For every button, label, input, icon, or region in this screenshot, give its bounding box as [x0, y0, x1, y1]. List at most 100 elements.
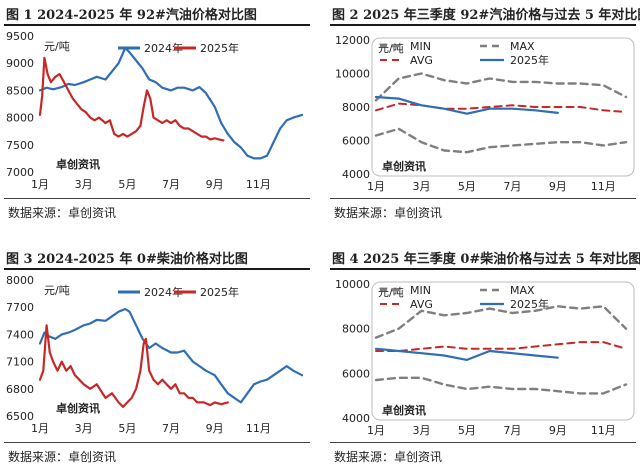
- y-tick-label: 7000: [6, 166, 34, 179]
- legend-label: AVG: [410, 54, 433, 67]
- y-tick-label: 10000: [335, 278, 370, 291]
- y-tick-label: 12000: [335, 34, 370, 47]
- x-tick-label: 5月: [458, 180, 476, 193]
- x-tick-label: 5月: [458, 424, 476, 437]
- x-tick-label: 1月: [31, 422, 49, 435]
- x-tick-label: 9月: [206, 422, 224, 435]
- chart-title: 图 3 2024-2025 年 0#柴油价格对比图: [6, 252, 248, 267]
- chart-panel-2: 图 2 2025 年三季度 92#汽油价格与过去 5 年对比图 4000 6000…: [326, 0, 640, 228]
- source-note: 数据来源：卓创资讯: [8, 206, 117, 220]
- series-line-3: [374, 95, 559, 115]
- y-tick-label: 8000: [342, 323, 370, 336]
- x-tick-label: 7月: [503, 180, 521, 193]
- y-tick-label: 9000: [6, 57, 34, 70]
- series-line-1: [374, 72, 628, 102]
- y-tick-label: 4000: [342, 412, 370, 425]
- x-tick-label: 11月: [246, 422, 271, 435]
- legend-label: MAX: [510, 284, 535, 297]
- watermark: 卓创资讯: [382, 159, 426, 173]
- title-rule: [4, 268, 310, 270]
- x-tick-label: 5月: [118, 178, 136, 191]
- title-rule: [330, 24, 636, 26]
- series-line-3: [374, 347, 559, 361]
- y-tick-label: 6800: [6, 383, 34, 396]
- legend-label: 2024年: [144, 285, 183, 299]
- source-rule: [4, 198, 310, 199]
- y-tick-label: 7400: [6, 328, 34, 341]
- y-tick-label: 7100: [6, 356, 34, 369]
- series-line-1: [374, 305, 628, 339]
- unit-label: 元/吨: [378, 286, 404, 299]
- chart-title: 图 4 2025 年三季度 0#柴油价格与过去 5 年对比图: [332, 252, 640, 267]
- x-tick-label: 7月: [503, 424, 521, 437]
- series-line-2: [375, 341, 627, 352]
- x-tick-label: 3月: [75, 178, 93, 191]
- source-note: 数据来源：卓创资讯: [8, 450, 117, 464]
- legend-label: 2025年: [510, 53, 549, 67]
- source-rule: [330, 198, 636, 199]
- x-tick-label: 9月: [549, 180, 567, 193]
- chart-title: 图 1 2024-2025 年 92#汽油价格对比图: [6, 8, 257, 23]
- y-tick-label: 8000: [6, 112, 34, 125]
- series-line-1: [38, 56, 225, 142]
- unit-label: 元/吨: [44, 40, 70, 53]
- legend-label: 2025年: [200, 41, 239, 55]
- x-tick-label: 1月: [367, 424, 385, 437]
- watermark: 卓创资讯: [56, 401, 100, 415]
- x-tick-label: 11月: [246, 178, 271, 191]
- x-tick-label: 3月: [412, 424, 430, 437]
- x-tick-label: 1月: [31, 178, 49, 191]
- chart-svg: 4000 6000 8000 10000 12000 1月 3月 5月 7月 9月 11月 元/吨卓创…: [335, 34, 635, 193]
- unit-label: 元/吨: [44, 284, 70, 297]
- x-tick-label: 5月: [118, 422, 136, 435]
- legend-label: MAX: [510, 40, 535, 53]
- title-rule: [330, 268, 636, 270]
- y-tick-label: 8000: [342, 101, 370, 114]
- unit-label: 元/吨: [378, 42, 404, 55]
- y-tick-label: 8000: [6, 274, 34, 287]
- source-rule: [4, 442, 310, 443]
- x-tick-label: 11月: [591, 424, 616, 437]
- legend-label: MIN: [410, 40, 431, 53]
- x-tick-label: 3月: [75, 422, 93, 435]
- y-tick-label: 4000: [342, 168, 370, 181]
- chart-title: 图 2 2025 年三季度 92#汽油价格与过去 5 年对比图: [332, 8, 640, 23]
- title-rule: [4, 24, 310, 26]
- x-tick-label: 9月: [206, 178, 224, 191]
- watermark: 卓创资讯: [56, 157, 100, 171]
- y-tick-label: 7700: [6, 301, 34, 314]
- source-note: 数据来源：卓创资讯: [334, 206, 443, 220]
- x-tick-label: 11月: [591, 180, 616, 193]
- x-tick-label: 7月: [162, 422, 180, 435]
- y-tick-label: 6000: [342, 135, 370, 148]
- series-line-0: [374, 127, 628, 154]
- watermark: 卓创资讯: [382, 403, 426, 417]
- x-tick-label: 1月: [367, 180, 385, 193]
- x-tick-label: 3月: [412, 180, 430, 193]
- legend-label: MIN: [410, 284, 431, 297]
- source-rule: [330, 442, 636, 443]
- source-note: 数据来源：卓创资讯: [334, 450, 443, 464]
- y-tick-label: 7500: [6, 139, 34, 152]
- legend-label: 2024年: [144, 41, 183, 55]
- series-line-0: [38, 307, 304, 404]
- chart-svg: 6500 6800 7100 7400 7700 8000 1月 3月 5月 7月 9月 11月 元/吨…: [6, 274, 304, 435]
- y-tick-label: 9500: [6, 30, 34, 43]
- chart-panel-4: 图 4 2025 年三季度 0#柴油价格与过去 5 年对比图 4000 6000 8…: [326, 244, 640, 472]
- chart-svg: 7000 7500 8000 8500 9000 9500 1月 3月 5月 7月 9月 11月 元/吨…: [6, 30, 304, 191]
- series-line-0: [374, 376, 628, 395]
- chart-panel-3: 图 3 2024-2025 年 0#柴油价格对比图 6500 6800 7100 74…: [0, 244, 310, 472]
- plot-frame: [371, 281, 635, 421]
- x-tick-label: 7月: [162, 178, 180, 191]
- legend-label: 2025年: [510, 297, 549, 311]
- chart-panel-1: 图 1 2024-2025 年 92#汽油价格对比图 7000 7500 8000 8…: [0, 0, 310, 228]
- y-tick-label: 6000: [342, 367, 370, 380]
- series-line-1: [38, 324, 229, 408]
- legend-label: 2025年: [200, 285, 239, 299]
- y-tick-label: 6500: [6, 410, 34, 423]
- x-tick-label: 9月: [549, 424, 567, 437]
- series-line-0: [38, 46, 304, 160]
- legend-label: AVG: [410, 298, 433, 311]
- y-tick-label: 8500: [6, 84, 34, 97]
